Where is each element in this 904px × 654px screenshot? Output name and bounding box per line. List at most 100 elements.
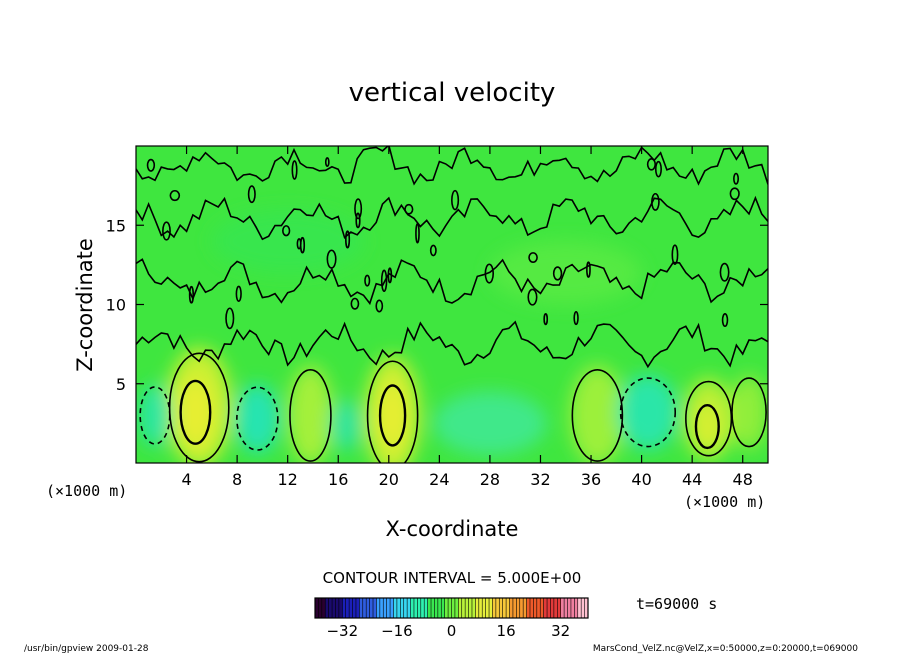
velocity-cell-9 — [569, 364, 626, 463]
colorbar-segment-42 — [458, 598, 463, 618]
contour-blob-39 — [296, 238, 302, 250]
colorbar-segment-14 — [362, 598, 367, 618]
colorbar-segment-38 — [444, 598, 449, 618]
contour-blob-22 — [733, 172, 740, 185]
velocity-cells — [138, 209, 768, 463]
colorbar-segment-47 — [475, 598, 480, 618]
colorbar-segment-30 — [417, 598, 422, 618]
colorbar-segment-69 — [550, 598, 555, 618]
colorbar-segment-7 — [338, 598, 343, 618]
x-tick-label-0: 4 — [181, 470, 191, 489]
x-unit-left: (×1000 m) — [46, 482, 127, 500]
contour-ring-9 — [571, 369, 624, 462]
footer-left: /usr/bin/gpview 2009-01-28 — [24, 644, 149, 654]
colorbar-segment-63 — [529, 598, 534, 618]
colorbar-segment-6 — [335, 598, 340, 618]
contour-blob-32 — [364, 274, 371, 287]
colorbar-segment-57 — [509, 598, 514, 618]
contour-blob-4 — [729, 187, 740, 201]
contour-ring-4 — [289, 369, 332, 462]
x-tick-label-9: 40 — [631, 470, 651, 489]
x-tick-label-8: 36 — [581, 470, 601, 489]
contour-blob-9 — [375, 299, 384, 313]
contour-blob-27 — [354, 198, 363, 220]
contour-ring-6 — [366, 360, 419, 463]
colorbar-segment-71 — [557, 598, 562, 618]
colorbar-segment-32 — [424, 598, 429, 618]
colorbar-segment-27 — [407, 598, 412, 618]
contour-blob-24 — [380, 269, 388, 293]
colorbar-segment-65 — [536, 598, 541, 618]
colorbar-tick-label-0: −32 — [326, 622, 358, 640]
contour-blob-38 — [527, 288, 538, 306]
colorbar-segment-11 — [352, 598, 357, 618]
colorbar-segment-43 — [461, 598, 466, 618]
colorbar-segment-68 — [547, 598, 551, 618]
colorbar-segment-58 — [512, 598, 517, 618]
contour-lines — [136, 146, 768, 463]
contour-ring-3 — [236, 386, 279, 451]
colorbar-segment-75 — [570, 598, 575, 618]
colorbar-segment-46 — [471, 598, 476, 618]
x-axis-label: X-coordinate — [386, 517, 519, 541]
x-tick-label-6: 28 — [480, 470, 500, 489]
colorbar-segment-52 — [492, 598, 497, 618]
colorbar-segment-26 — [403, 598, 408, 618]
colorbar-segment-23 — [393, 598, 398, 618]
contour-line-1 — [136, 258, 768, 306]
colorbar-frame — [314, 597, 589, 619]
velocity-cell-13 — [730, 374, 768, 451]
contour-blob-23 — [552, 266, 563, 281]
colorbar-segment-33 — [427, 598, 432, 618]
colorbar-segment-1 — [318, 598, 323, 618]
contour-blob-2 — [415, 222, 420, 244]
contour-blob-7 — [247, 185, 256, 204]
colorbar-segment-64 — [533, 598, 538, 618]
colorbar-segment-60 — [519, 598, 524, 618]
colorbar-segment-4 — [328, 598, 333, 618]
contour-blob-34 — [350, 297, 360, 310]
footer-right: MarsCond_VelZ.nc@VelZ,x=0:50000,z=0:2000… — [593, 644, 858, 654]
colorbar-tick-label-1: −16 — [381, 622, 413, 640]
contour-blob-29 — [651, 192, 660, 211]
colorbar-segment-55 — [502, 598, 507, 618]
colorbar-segment-74 — [567, 598, 572, 618]
colorbar-segment-16 — [369, 598, 374, 618]
colorbar-segment-13 — [359, 598, 364, 618]
contour-blob-21 — [451, 189, 460, 211]
contour-interval-text: CONTOUR INTERVAL = 5.000E+00 — [323, 569, 582, 587]
colorbar-segment-19 — [379, 598, 384, 618]
contour-blob-19 — [719, 262, 730, 282]
velocity-cell-10 — [617, 374, 679, 451]
contour-blob-0 — [387, 267, 393, 284]
colorbar-segment-77 — [577, 598, 582, 618]
y-tick-label-2: 15 — [106, 216, 126, 235]
colorbar-segment-34 — [431, 598, 435, 618]
plot-area — [135, 145, 769, 464]
velocity-cell-15 — [211, 209, 364, 273]
colorbar-segment-72 — [560, 598, 565, 618]
colorbar-tick-label-3: 16 — [497, 622, 516, 640]
x-tick-label-3: 16 — [328, 470, 348, 489]
time-text: t=69000 s — [636, 595, 717, 613]
contour-blob-18 — [162, 221, 171, 241]
colorbar-ticks: −32 −16 0 16 32 — [326, 622, 570, 640]
colorbar-segment-50 — [485, 598, 490, 618]
colorbar-segment-49 — [482, 598, 487, 618]
x-tick-label-4: 20 — [379, 470, 399, 489]
contour-blob-12 — [528, 252, 538, 263]
contour-blob-6 — [671, 244, 679, 266]
y-axis-label: Z-coordinate — [73, 238, 97, 372]
contour-blob-14 — [543, 313, 549, 326]
velocity-cell-1 — [178, 377, 212, 448]
colorbar-segment-35 — [434, 598, 439, 618]
contour-ring-7 — [378, 384, 407, 447]
colorbar-segment-28 — [410, 598, 415, 618]
colorbar-segment-66 — [540, 598, 545, 618]
colorbar-segment-31 — [420, 598, 425, 618]
colorbar — [314, 597, 589, 619]
contour-ring-12 — [694, 403, 720, 450]
contour-blob-3 — [404, 203, 414, 215]
colorbar-segment-44 — [465, 598, 470, 618]
